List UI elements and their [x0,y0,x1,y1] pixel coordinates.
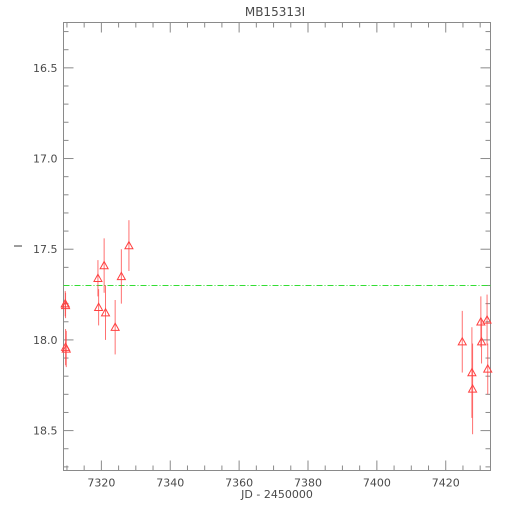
data-point [100,285,111,340]
y-tick-label: 16.5 [33,62,58,75]
triangle-marker [467,383,478,393]
data-point [116,249,127,304]
x-tick-label: 7360 [225,477,253,490]
triangle-marker [482,314,492,324]
data-point [457,310,468,373]
y-axis: 16.5 17.0 17.5 18.0 18.5 [33,31,491,468]
triangle-marker [457,336,468,346]
triangle-marker [61,343,72,353]
data-point [99,238,109,293]
y-tick-label: 17.0 [33,153,58,166]
y-tick-label: 18.0 [33,334,58,347]
data-point [482,294,492,346]
triangle-marker [476,336,487,346]
data-point [467,343,478,435]
x-tick-label: 7380 [294,477,322,490]
y-tick-label: 17.5 [33,243,58,256]
triangle-marker [99,260,109,270]
triangle-marker [93,302,104,311]
data-point [60,292,71,319]
data-series [60,220,493,435]
plot-frame [63,22,491,471]
x-tick-label: 7420 [432,477,460,490]
chart-title: MB15313I [245,5,305,19]
data-point [110,300,121,355]
triangle-marker [467,367,477,377]
data-point [93,289,104,326]
triangle-marker [60,300,71,310]
triangle-marker [116,271,127,281]
x-tick-label: 7340 [156,477,184,490]
x-axis-label: JD - 2450000 [240,488,313,501]
y-tick-label: 18.5 [33,425,58,438]
data-point [476,319,487,364]
x-tick-label: 7320 [87,477,115,490]
triangle-marker [482,363,493,373]
x-tick-label: 7400 [363,477,391,490]
triangle-marker [476,316,486,326]
data-point [482,343,493,395]
data-point [93,260,103,297]
x-axis: 7320 7340 7360 7380 7400 7420 [66,22,481,490]
data-point [61,330,72,368]
triangle-marker [124,240,134,250]
y-axis-label: I [12,244,25,247]
data-point [124,220,134,271]
triangle-marker [100,307,111,317]
data-point [467,327,477,418]
triangle-marker [110,322,121,331]
triangle-marker [93,273,103,282]
